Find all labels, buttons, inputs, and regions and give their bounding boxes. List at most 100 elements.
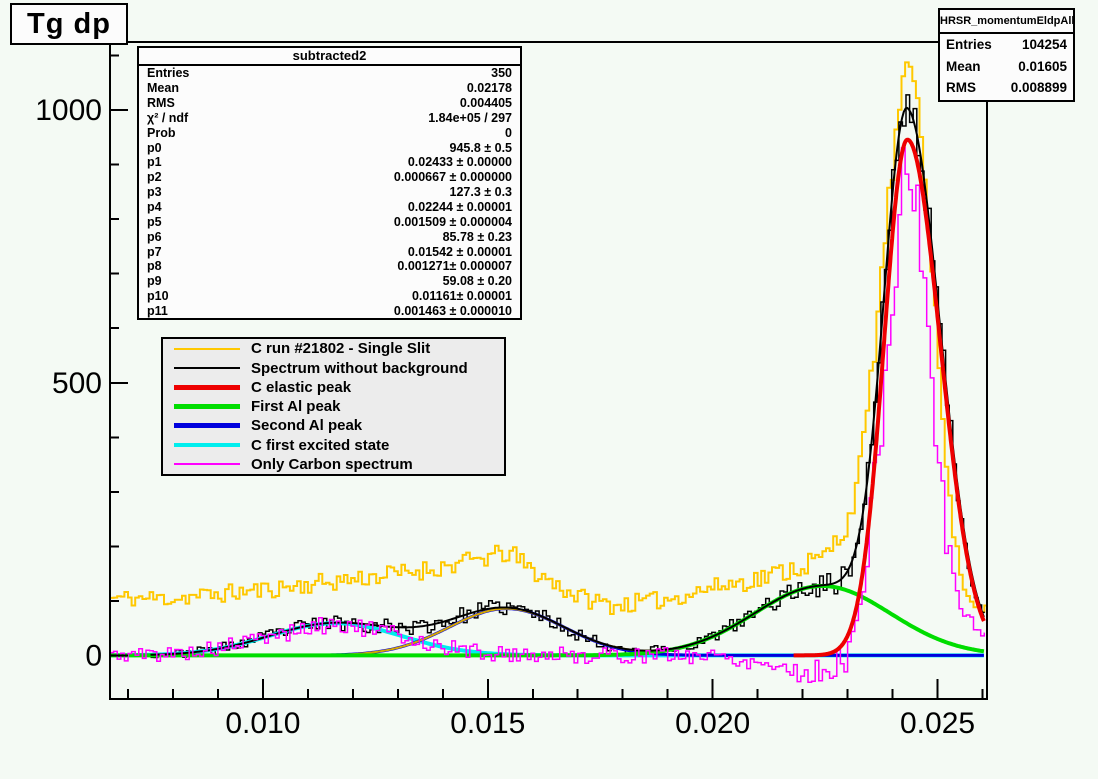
legend-label: C run #21802 - Single Slit [251,340,431,358]
fit-stat-row: Prob 0 [139,125,520,140]
legend-label: First Al peak [251,398,341,415]
x-axis-label: 0.010 [225,707,300,740]
legend-item: Second Al peak [163,416,504,435]
fit-stat-row: p2 0.000667 ± 0.000000 [139,170,520,185]
fit-stat-value: 0 [505,125,512,140]
fit-stat-label: p9 [147,274,162,289]
fit-stat-row: Entries 350 [139,66,520,81]
legend-label: C first excited state [251,436,390,454]
fit-stat-label: p7 [147,244,162,259]
legend-item: C run #21802 - Single Slit [163,339,504,358]
series-c-elastic-peak [792,137,986,658]
series-only-carbon-spectrum [110,147,986,683]
y-axis-label: 500 [52,367,102,400]
legend-item: Spectrum without background [163,359,504,378]
fit-stat-row: p1 0.02433 ± 0.00000 [139,155,520,170]
fit-stats-box: subtracted2 Entries 350 Mean 0.02178 RMS 0.00… [137,46,522,320]
fit-stat-label: p8 [147,259,162,274]
histogram-stat-label: RMS [946,80,976,96]
fit-stat-value: 0.01542 ± 0.00001 [407,244,512,259]
fit-stat-value: 1.84e+05 / 297 [428,110,512,125]
legend-label: Spectrum without background [251,359,468,377]
legend-line-swatch [174,384,240,390]
fit-stat-value: 0.01161± 0.00001 [411,289,512,304]
plot-frame [109,41,988,700]
legend-item: C first excited state [163,436,504,455]
fit-stat-value: 945.8 ± 0.5 [449,140,512,155]
fit-stats-rows: Entries 350 Mean 0.02178 RMS 0.004405 χ² / ndf… [139,66,520,318]
legend-line-swatch [174,367,240,369]
fit-stat-row: p0 945.8 ± 0.5 [139,140,520,155]
legend-label: Only Carbon spectrum [251,455,413,473]
histogram-stat-label: Mean [946,58,981,74]
legend-label: C elastic peak [251,378,352,396]
fit-stat-label: Prob [147,125,176,140]
fit-stat-value: 0.02433 ± 0.00000 [407,155,512,170]
fit-stat-label: Mean [147,81,179,96]
legend-box: C run #21802 - Single Slit Spectrum witho… [161,337,506,476]
fit-stat-row: Mean 0.02178 [139,81,520,96]
fit-stat-row: p4 0.02244 ± 0.00001 [139,200,520,215]
fit-stat-value: 0.001271± 0.000007 [397,259,512,274]
fit-stat-row: p8 0.001271± 0.000007 [139,259,520,274]
curves-layer [110,61,987,683]
fit-stat-row: p7 0.01542 ± 0.00001 [139,244,520,259]
fit-stat-value: 127.3 ± 0.3 [449,185,512,200]
fit-stat-value: 350 [491,66,512,81]
fit-stat-row: p10 0.01161± 0.00001 [139,289,520,304]
fit-stat-value: 59.08 ± 0.20 [442,274,512,289]
fit-stat-label: p6 [147,229,162,244]
fit-stat-value: 0.02178 [466,81,512,96]
y-axis-label: 1000 [35,94,102,127]
fit-stat-row: RMS 0.004405 [139,96,520,111]
fit-stat-label: p10 [147,289,169,304]
fit-stat-label: p5 [147,214,162,229]
fit-stat-value: 0.004405 [459,96,512,111]
legend-line-swatch [174,463,240,466]
fit-stats-title: subtracted2 [139,48,520,66]
fit-stat-row: p3 127.3 ± 0.3 [139,185,520,200]
series-c-run-21802-single-slit [110,61,987,615]
fit-stat-label: p4 [147,200,162,215]
plot-title-box: Tg dp [10,3,128,45]
histogram-stat-label: Entries [946,37,992,53]
histogram-stats-rows: Entries 104254 Mean 0.01605 RMS 0.008899 [940,34,1073,99]
histogram-stats-box: HRSR_momentumEldpAll Entries 104254 Mean 0.… [938,8,1075,102]
fit-stat-label: p2 [147,170,162,185]
fit-stat-label: p1 [147,155,162,170]
fit-stat-label: RMS [147,96,175,111]
fit-stat-row: χ² / ndf 1.84e+05 / 297 [139,111,520,126]
fit-stat-row: p9 59.08 ± 0.20 [139,274,520,289]
fit-stat-label: χ² / ndf [147,110,189,125]
series-first-al-peak [110,584,985,658]
fit-stat-value: 0.000667 ± 0.000000 [393,170,512,185]
legend-label: Second Al peak [251,417,363,435]
histogram-stats-title: HRSR_momentumEldpAll [940,10,1074,34]
fit-stat-value: 0.02244 ± 0.00001 [407,200,512,215]
histogram-stat-value: 0.008899 [1010,80,1067,96]
fit-stat-label: p0 [147,140,162,155]
histogram-stat-value: 0.01605 [1018,58,1067,74]
histogram-stat-row: Mean 0.01605 [940,56,1073,78]
legend-line-swatch [174,404,240,409]
x-axis-label: 0.025 [900,707,975,740]
fit-stat-row: p11 0.001463 ± 0.000010 [139,304,520,319]
fit-stat-value: 85.78 ± 0.23 [442,229,512,244]
histogram-stat-value: 104254 [1021,37,1067,53]
legend-line-swatch [174,347,240,350]
legend-item: First Al peak [163,397,504,416]
fit-stat-value: 0.001463 ± 0.000010 [393,303,512,318]
legend-item: C elastic peak [163,378,504,397]
histogram-stat-row: RMS 0.008899 [940,77,1073,99]
fit-stat-label: Entries [147,66,190,81]
fit-stat-value: 0.001509 ± 0.000004 [393,214,512,229]
x-axis-label: 0.015 [450,707,525,740]
histogram-stat-row: Entries 104254 [940,34,1073,56]
legend-item: Only Carbon spectrum [163,455,504,474]
fit-stat-label: p3 [147,185,162,200]
legend-line-swatch [174,423,240,429]
y-axis-label: 0 [85,639,102,672]
axis-ticks [110,54,984,699]
